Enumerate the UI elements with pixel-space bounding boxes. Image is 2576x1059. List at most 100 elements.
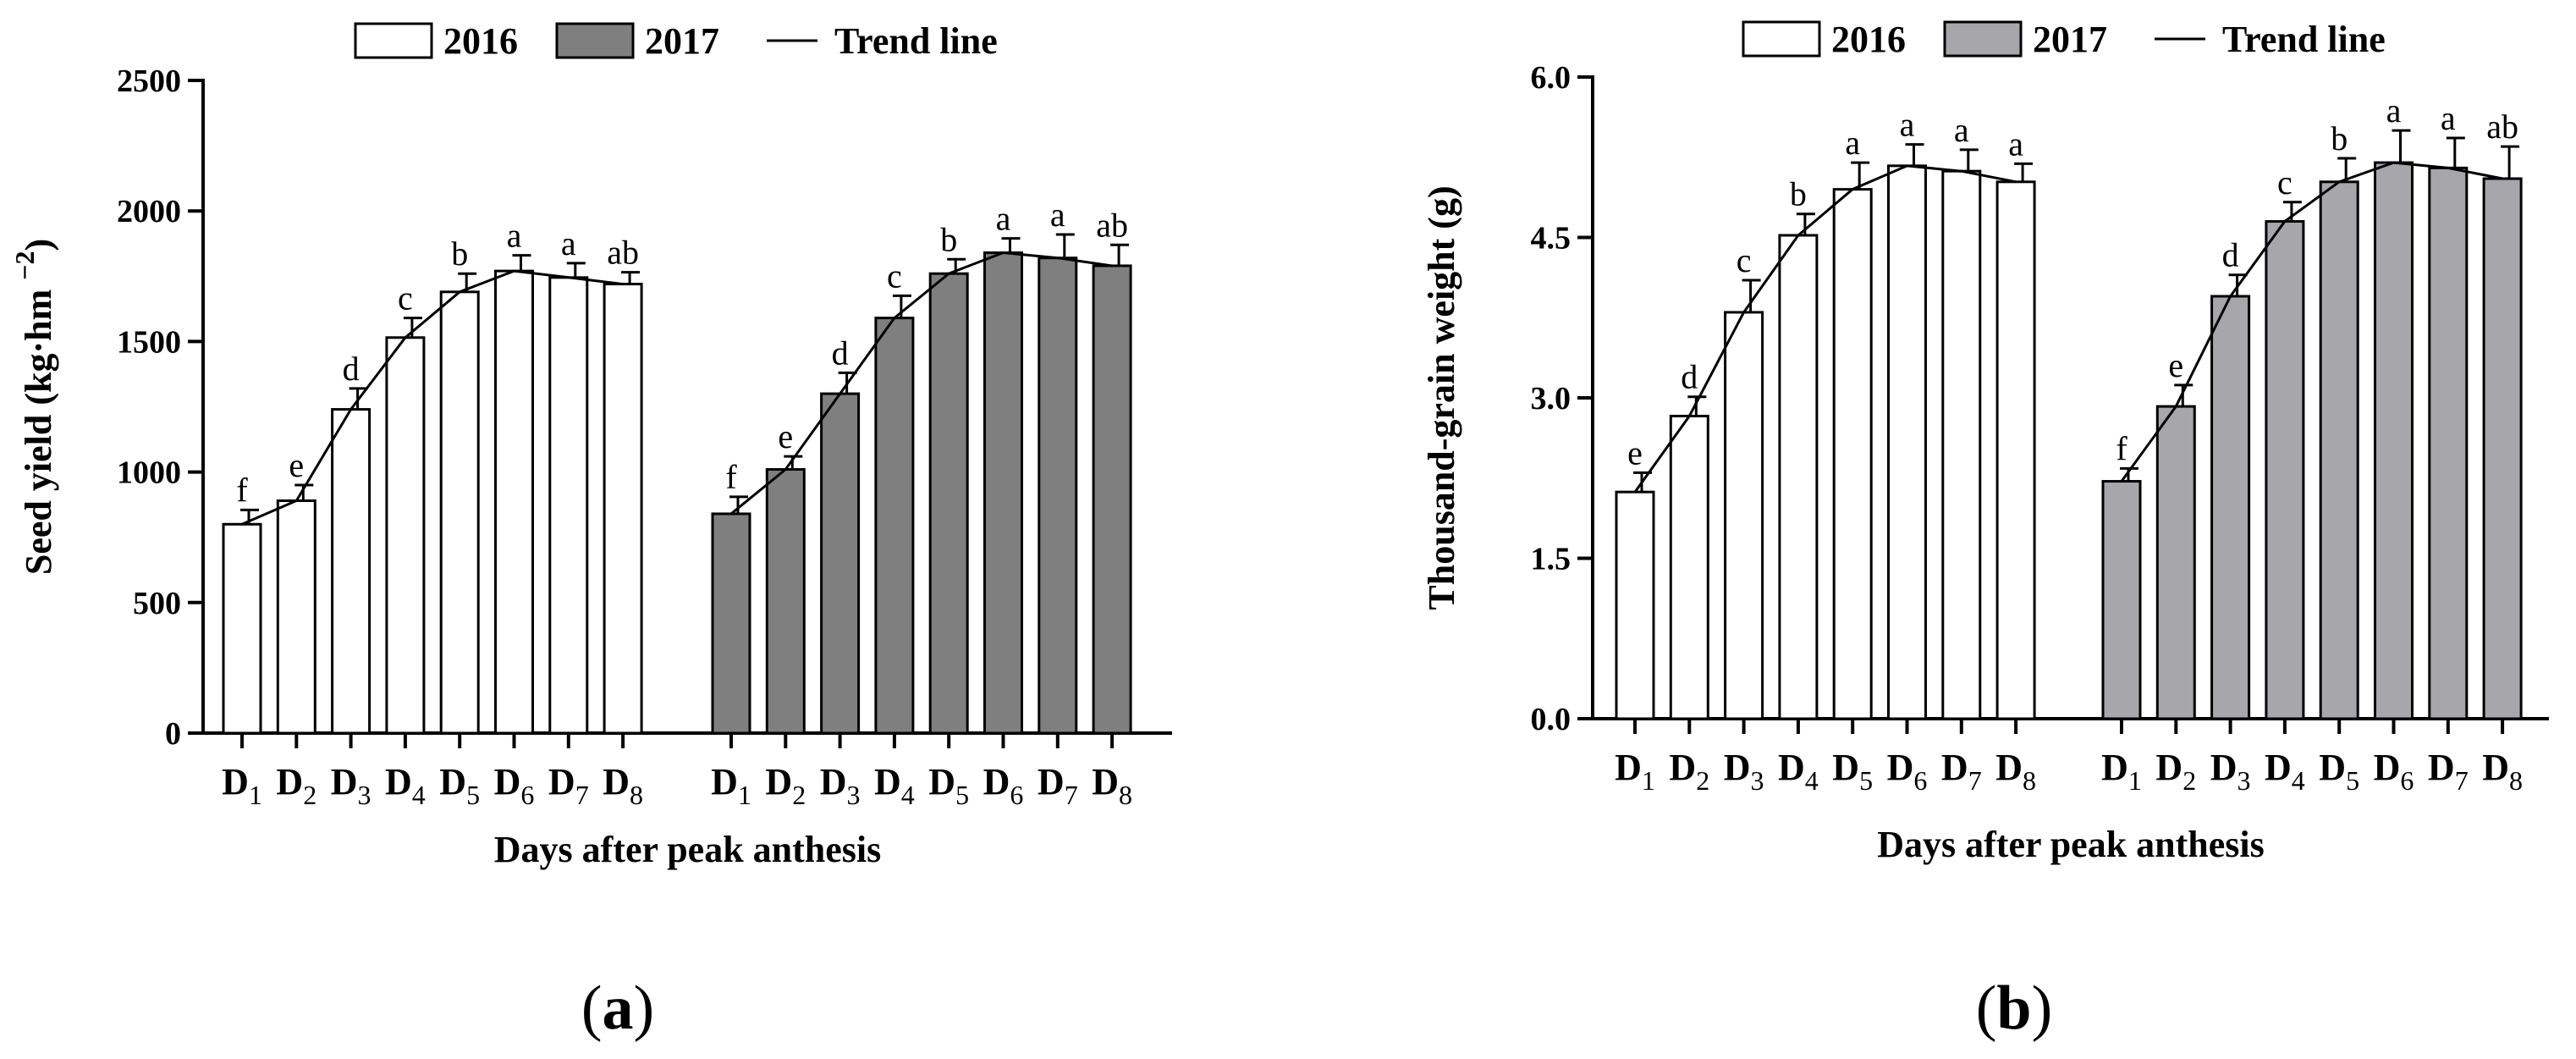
bar-2017-D8	[2482, 177, 2523, 720]
bar-2017-D8	[1092, 264, 1132, 735]
y-tick-label: 4.5	[1531, 221, 1571, 256]
x-tick-label: D5	[2319, 747, 2359, 796]
bar-2016-D6	[494, 269, 534, 735]
significance-letter: f	[725, 458, 737, 496]
x-tick-label: D4	[1778, 747, 1819, 796]
bar-2016-D8	[1995, 180, 2036, 720]
legend-label-trend-line: Trend line	[2222, 19, 2386, 60]
bar-2017-D5	[2319, 180, 2359, 720]
legend-label-2016: 2016	[1831, 19, 1906, 60]
bar-2016-D1	[222, 522, 262, 735]
significance-letter: a	[1954, 111, 1969, 149]
panel-label-a-letter: a	[603, 974, 634, 1043]
x-tick-label: D3	[331, 761, 372, 810]
bar-2017-D7	[2428, 166, 2469, 720]
x-tick-label: D1	[1615, 747, 1655, 796]
significance-letter: a	[996, 200, 1011, 238]
significance-letter: a	[2386, 91, 2402, 130]
legend-label-2017: 2017	[645, 20, 719, 62]
trend-line-2016	[1633, 164, 2017, 494]
y-tick-label: 500	[133, 586, 181, 621]
significance-letter: a	[1050, 196, 1065, 234]
significance-letter: a	[1900, 106, 1915, 144]
significance-letter: d	[832, 334, 849, 372]
x-tick-label: D4	[874, 761, 915, 810]
y-axis-label: Thousand-grain weight (g)	[1421, 185, 1462, 609]
bar-2017-D7	[1038, 256, 1078, 735]
bar-2017-D1	[711, 512, 751, 735]
bar-2016-D3	[1724, 311, 1764, 720]
x-tick-label: D5	[928, 761, 969, 810]
bar-2017-D4	[2265, 220, 2305, 720]
trend-line-2017	[2120, 161, 2503, 483]
chart-a-seed-yield: 2016 2017 Trend line 0 500 1000 1500 2000 2500 Se…	[9, 20, 1172, 870]
bar-2016-D5	[1832, 188, 1873, 720]
y-axis-label: Seed yield (kg·hm −2)	[9, 239, 59, 575]
panel-label-b: (b)	[1976, 974, 2052, 1043]
significance-letter: d	[343, 350, 360, 388]
legend-b: 2016 2017 Trend line	[1742, 19, 2386, 60]
y-tick-label: 1.5	[1531, 542, 1571, 577]
bar-2016-D8	[603, 283, 643, 735]
bar-2016-D7	[1941, 169, 1982, 720]
y-tick-label: 3.0	[1531, 381, 1571, 416]
y-tick-label: 6.0	[1531, 60, 1571, 96]
x-axis-label: Days after peak anthesis	[1877, 824, 2265, 865]
bar-2017-D1	[2101, 480, 2142, 720]
significance-letter: c	[1737, 241, 1752, 279]
significance-letter: ab	[607, 234, 639, 272]
x-tick-label: D8	[1092, 761, 1132, 810]
significance-letter: d	[1681, 358, 1698, 396]
legend-swatch-2016	[354, 22, 433, 59]
x-tick-label: D1	[2101, 747, 2142, 796]
legend-swatch-2017	[1943, 20, 2023, 58]
legend-label-2017: 2017	[2033, 19, 2107, 60]
bar-2016-D7	[548, 276, 589, 735]
significance-letter: f	[236, 471, 248, 509]
legend-label-trend-line: Trend line	[834, 20, 998, 62]
significance-letter: a	[561, 224, 576, 262]
bar-2016-D6	[1887, 164, 1927, 720]
x-tick-label: D7	[2428, 747, 2469, 796]
significance-letter: c	[398, 279, 413, 317]
x-tick-label: D7	[1941, 747, 1982, 796]
significance-letter: a	[507, 217, 522, 255]
x-tick-label: D2	[765, 761, 806, 810]
x-axis-label: Days after peak anthesis	[494, 829, 882, 870]
legend-a: 2016 2017 Trend line	[354, 20, 998, 62]
trend-line-2017	[730, 251, 1113, 516]
series-2016: f D1 e D2 d D3 c D4 b D5 a D6 a D7 ab D8	[222, 217, 643, 810]
significance-letter: e	[289, 446, 304, 484]
significance-letter: ab	[1096, 206, 1128, 244]
legend-label-2016: 2016	[443, 20, 518, 62]
panel-label-a: (a)	[581, 974, 654, 1043]
bar-2017-D6	[2374, 161, 2414, 720]
significance-letter: a	[2441, 99, 2456, 137]
x-tick-label: D3	[2210, 747, 2251, 796]
significance-letter: b	[2331, 119, 2348, 157]
bar-2016-D4	[1778, 234, 1819, 720]
bar-2017-D6	[983, 251, 1023, 735]
x-tick-label: D4	[2265, 747, 2305, 796]
significance-letter: e	[778, 417, 793, 455]
x-tick-label: D1	[711, 761, 751, 810]
bar-2017-D5	[928, 272, 969, 735]
significance-letter: c	[887, 256, 902, 295]
significance-letter: d	[2222, 236, 2239, 274]
bar-2017-D2	[765, 468, 806, 735]
series-2017: f D1 e D2 d D3 c D4 b D5 a D6 a D7 ab D8	[711, 196, 1132, 810]
x-tick-label: D2	[2155, 747, 2196, 796]
legend-swatch-2017	[555, 22, 635, 59]
x-tick-label: D7	[548, 761, 589, 810]
y-tick-label: 0.0	[1531, 702, 1571, 737]
series-2017: f D1 e D2 d D3 c D4 b D5 a D6 a D7 ab D8	[2101, 91, 2523, 796]
significance-letter: f	[2116, 429, 2127, 467]
x-tick-label: D4	[385, 761, 426, 810]
x-tick-label: D2	[276, 761, 316, 810]
significance-letter: c	[2277, 163, 2293, 201]
significance-letter: e	[2168, 346, 2183, 384]
significance-letter: a	[1845, 124, 1860, 162]
y-tick-label: 1000	[117, 455, 181, 491]
x-tick-label: D3	[1724, 747, 1764, 796]
